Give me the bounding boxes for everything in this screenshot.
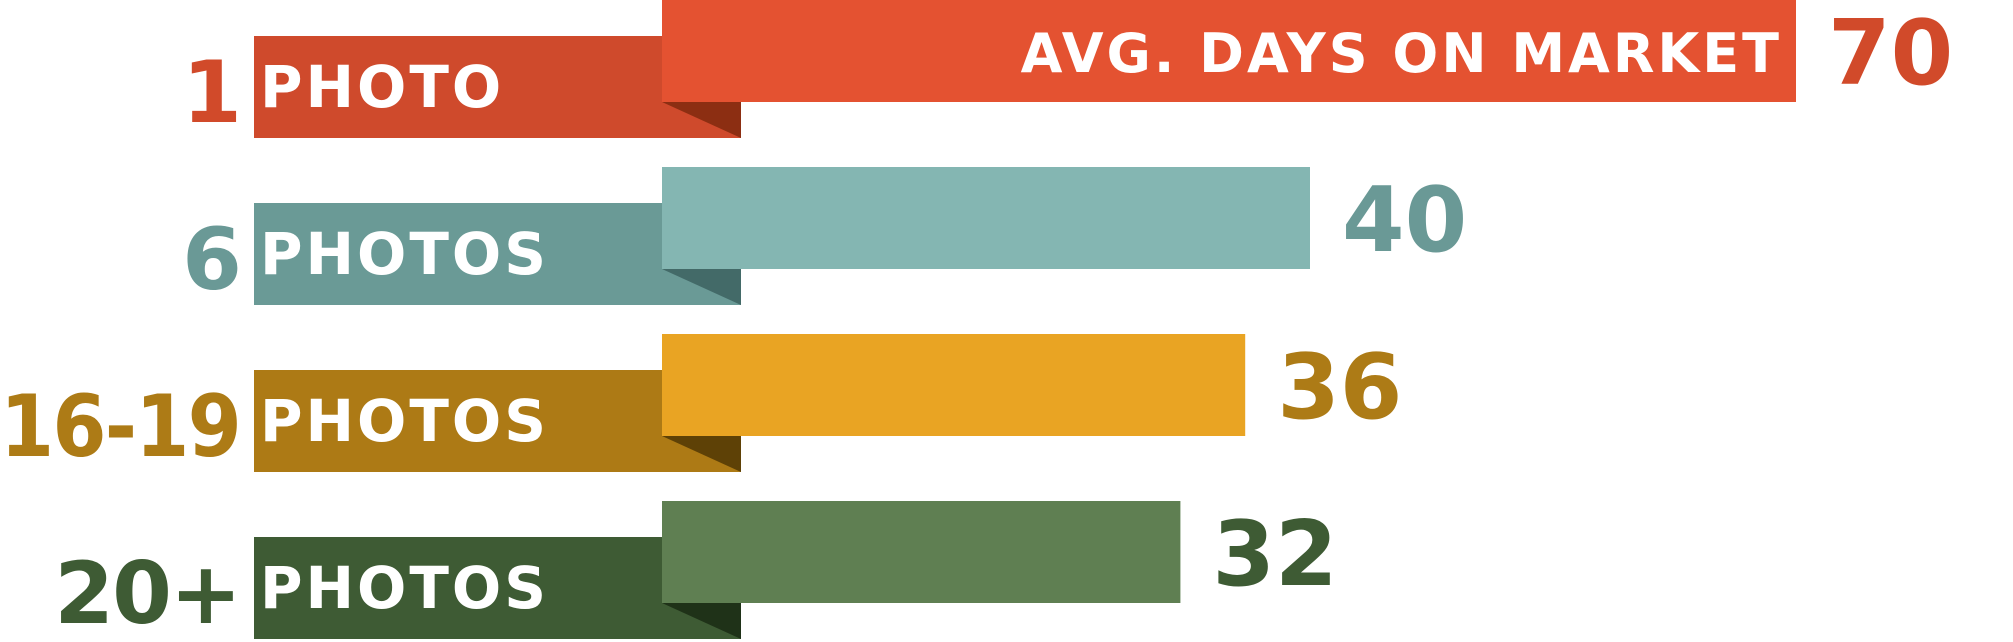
label-band-16-19 [254,370,741,472]
label-band-20 [254,537,741,639]
photo-unit-1: PHOTO [260,53,504,121]
photo-count-1: 1 [182,43,240,143]
ribbon-fold-16-19 [662,436,741,472]
label-band-1 [254,36,741,138]
ribbon-fold-6 [662,269,741,305]
value-label-6: 40 [1342,168,1467,273]
photo-count-20: 20+ [54,544,240,642]
photo-unit-6: PHOTOS [260,220,549,288]
photo-count-6: 6 [182,210,240,310]
value-bar-20 [662,501,1181,603]
photo-unit-16-19: PHOTOS [260,387,549,455]
photo-count-16-19: 16-19 [0,377,240,477]
label-band-6 [254,203,741,305]
value-label-16-19: 36 [1277,335,1402,440]
chart-title: AVG. DAYS ON MARKET [1021,22,1782,85]
ribbon-fold-20 [662,603,741,639]
value-label-1: 70 [1828,1,1953,106]
ribbon-fold-1 [662,102,741,138]
photo-unit-20: PHOTOS [260,554,549,622]
value-label-20: 32 [1212,502,1337,607]
value-bar-6 [662,167,1310,269]
value-bar-16-19 [662,334,1246,436]
value-bar-1 [662,0,1796,102]
